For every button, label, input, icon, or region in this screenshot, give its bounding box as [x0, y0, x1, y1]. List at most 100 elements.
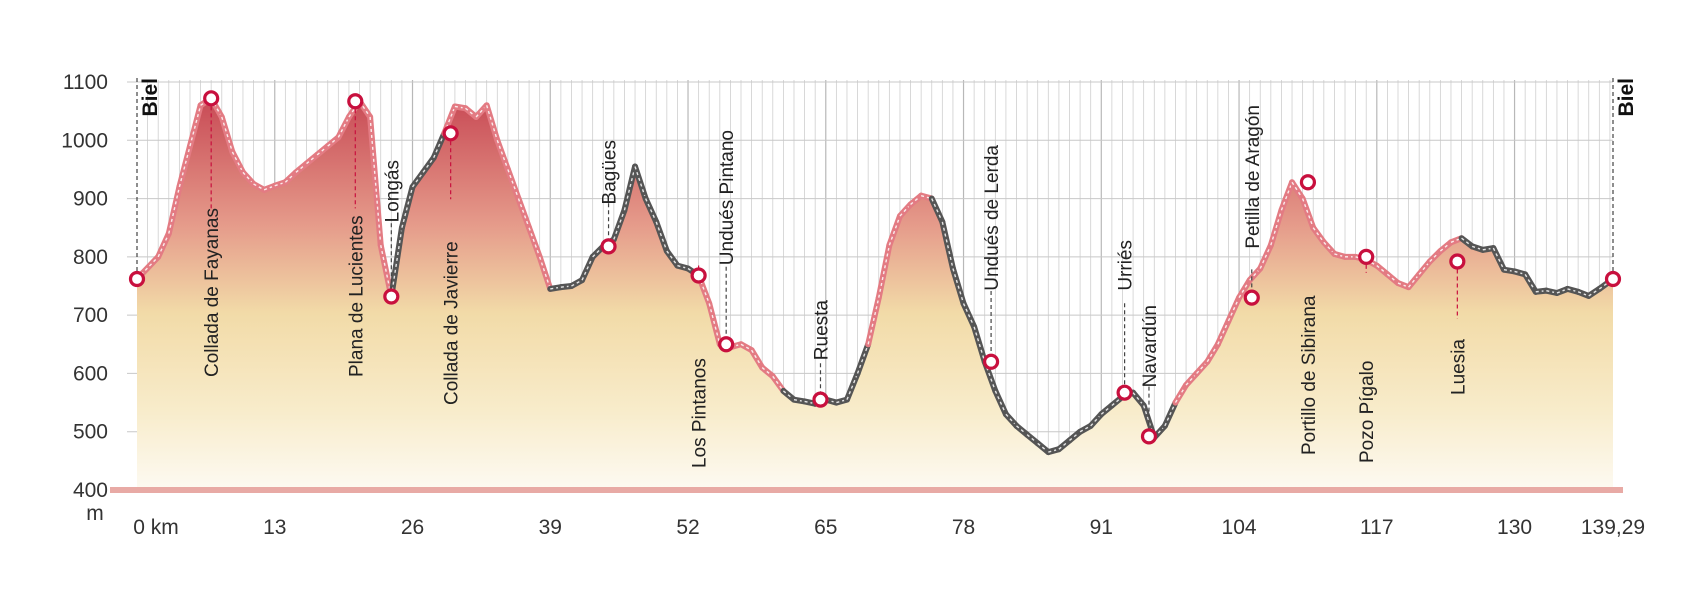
waypoint-marker: [1604, 270, 1622, 288]
profile-segment-dash: [1355, 256, 1367, 261]
profile-segment-dash: [888, 215, 901, 246]
profile-segment-dash: [253, 183, 265, 191]
waypoint-label: Plana de Lucientes: [346, 215, 367, 377]
profile-segment-dash: [1270, 210, 1283, 246]
waypoint-marker: [1140, 428, 1158, 445]
profile-segment: [1310, 224, 1327, 246]
waypoint-label: Collada de Fayanas: [202, 208, 223, 377]
profile-segment-dash: [517, 198, 530, 228]
profile-segment-dash: [782, 390, 795, 401]
profile-segment-dash: [804, 400, 816, 405]
profile-segment-dash: [306, 154, 318, 165]
waypoint-label: Longás: [382, 160, 403, 222]
x-tick-label: 52: [676, 516, 699, 539]
y-tick-label: 500: [73, 421, 108, 444]
profile-segment: [769, 373, 787, 394]
profile-segment-dash: [910, 195, 922, 205]
waypoint-layer: Biel Collada de Fayanas Plana de Lucientes…: [128, 78, 1638, 468]
profile-segment: [1289, 179, 1306, 202]
profile-segment-dash: [1048, 448, 1060, 453]
profile-segment-dash: [836, 398, 848, 404]
profile-segment-dash: [962, 303, 975, 328]
profile-segment-dash: [655, 221, 668, 252]
profile-segment-dash: [1227, 297, 1240, 322]
profile-segment-dash: [761, 367, 774, 377]
profile-segment: [1236, 277, 1253, 301]
profile-segment-dash: [846, 373, 859, 400]
profile-segment-dash: [443, 106, 456, 134]
profile-segment-dash: [1567, 288, 1579, 293]
waypoint-label: Collada de Javierre: [442, 241, 463, 405]
profile-segment-dash: [623, 166, 636, 211]
profile-segment-dash: [952, 268, 965, 304]
profile-segment-dash: [920, 194, 932, 200]
profile-line-layer: [134, 95, 1616, 456]
x-tick-label: 130: [1497, 516, 1532, 539]
y-tick-label: 800: [73, 246, 108, 269]
profile-segment-dash: [1111, 396, 1123, 407]
profile-segment-dash: [433, 133, 445, 159]
profile-segment: [663, 248, 681, 269]
profile-segment-dash: [507, 169, 520, 199]
profile-segment-dash: [189, 105, 202, 147]
y-tick-label: 600: [73, 362, 108, 385]
profile-segment-dash: [1217, 320, 1230, 345]
profile-segment-dash: [221, 116, 234, 153]
waypoint-label: Undués Pintano: [717, 130, 738, 265]
profile-segment-dash: [994, 390, 1007, 415]
profile-segment-dash: [867, 297, 880, 345]
profile-segment-dash: [613, 209, 626, 240]
y-unit-label: m: [86, 502, 104, 525]
x-tick-label: 139,29: [1581, 516, 1645, 539]
waypoint-label: Biel: [1615, 78, 1638, 117]
waypoint-label: Los Pintanos: [690, 358, 711, 468]
profile-segment-dash: [1026, 434, 1039, 444]
profile-segment-dash: [157, 233, 170, 258]
profile-segment-dash: [931, 198, 943, 223]
elevation-area: [137, 98, 1613, 491]
profile-segment-dash: [1100, 404, 1113, 415]
profile-segment-dash: [274, 181, 286, 187]
profile-segment-dash: [1577, 291, 1589, 297]
profile-segment-dash: [337, 116, 350, 138]
waypoint-marker: [1449, 253, 1466, 270]
profile-segment: [420, 154, 437, 176]
profile-segment-dash: [401, 186, 414, 228]
profile-segment-dash: [1461, 237, 1473, 247]
profile-segment-dash: [1386, 273, 1399, 284]
x-tick-label: 78: [952, 516, 975, 539]
waypoint-marker: [812, 391, 829, 408]
profile-segment: [367, 113, 384, 249]
profile-segment-dash: [644, 198, 657, 223]
profile-segment-dash: [1259, 244, 1272, 269]
y-tick-label: 1100: [63, 71, 108, 94]
profile-segment-dash: [1301, 198, 1314, 228]
waypoint-marker: [383, 288, 400, 305]
profile-segment-dash: [231, 151, 244, 173]
waypoint-label: Pozo Pígalo: [1357, 361, 1378, 463]
profile-segment-dash: [1079, 425, 1092, 433]
profile-segment-dash: [856, 344, 869, 374]
profile-segment-dash: [486, 105, 498, 141]
profile-segment-dash: [1556, 288, 1568, 294]
axis-layer: 400 500 600 700 800 900 1000 1100 m 0 km 13 26 39 52 6…: [61, 71, 1645, 539]
profile-segment-dash: [178, 145, 191, 188]
profile-segment: [1522, 271, 1539, 295]
profile-segment-dash: [1397, 282, 1409, 288]
profile-segment: [388, 224, 405, 300]
profile-segment-dash: [1492, 247, 1505, 270]
waypoint-marker: [128, 270, 146, 288]
profile-segment-dash: [136, 256, 159, 280]
profile-segment-dash: [740, 343, 752, 351]
waypoint-marker: [1243, 289, 1260, 306]
profile-segment: [1172, 382, 1190, 406]
profile-segment-dash: [941, 221, 954, 269]
profile-segment-dash: [984, 361, 996, 392]
profile-segment-dash: [973, 326, 986, 362]
profile-segment-dash: [677, 264, 689, 270]
profile-segment-dash: [316, 145, 329, 156]
waypoint-label: Bagües: [600, 140, 621, 204]
waypoint-marker: [718, 336, 735, 353]
waypoint-label: Biel: [139, 78, 162, 117]
